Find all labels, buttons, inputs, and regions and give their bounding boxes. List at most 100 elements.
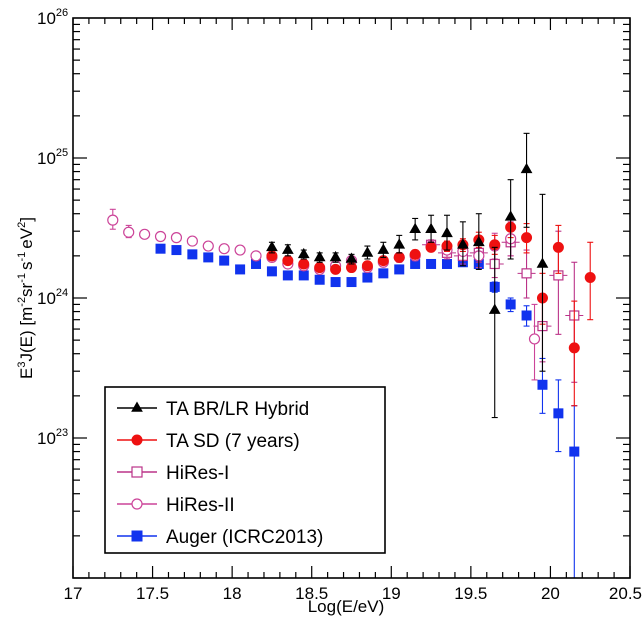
data-point — [107, 214, 119, 226]
legend-label: HiRes-II — [166, 495, 235, 516]
data-point — [409, 248, 421, 260]
data-point — [314, 274, 325, 285]
data-point — [472, 235, 485, 247]
data-point — [281, 243, 294, 254]
data-point — [170, 232, 183, 244]
data-point — [219, 255, 230, 266]
data-point — [313, 250, 326, 262]
legend-label: Auger (ICRC2013) — [166, 527, 323, 548]
data-point — [282, 255, 294, 267]
data-point — [330, 263, 342, 275]
x-tick-label: 18 — [223, 584, 242, 603]
data-point — [441, 226, 453, 238]
data-point — [409, 222, 422, 234]
legend-label: TA SD (7 years) — [166, 431, 300, 452]
y-tick-label: 1025 — [37, 147, 68, 168]
data-point — [218, 243, 230, 255]
x-tick-label: 18.5 — [295, 584, 328, 603]
legend-marker — [131, 434, 143, 446]
legend-item: HiRes-I — [117, 463, 229, 484]
legend-marker — [131, 498, 143, 510]
legend-marker — [131, 401, 143, 412]
data-point — [297, 247, 310, 259]
data-point — [154, 230, 167, 243]
data-point — [330, 277, 341, 288]
data-point — [521, 232, 533, 244]
data-point — [314, 262, 326, 274]
data-point — [505, 299, 516, 310]
data-point — [298, 270, 309, 281]
data-point — [266, 266, 277, 277]
data-point — [362, 272, 373, 283]
y-tick-label: 1024 — [37, 287, 68, 308]
data-point — [393, 251, 405, 263]
data-point — [552, 241, 564, 253]
data-point — [346, 277, 357, 288]
data-point — [329, 250, 342, 262]
data-point — [171, 245, 182, 256]
y-tick-label: 1023 — [37, 427, 68, 448]
data-point — [521, 310, 532, 321]
data-point — [537, 379, 548, 390]
legend-item: Auger (ICRC2013) — [117, 527, 323, 548]
x-tick-labels: 17 17.5 18 18.5 19 19.5 20 20.5 — [64, 584, 642, 603]
x-tick-label: 19 — [382, 584, 401, 603]
legend-marker — [131, 466, 143, 478]
x-tick-label: 20.5 — [609, 584, 642, 603]
data-point — [521, 268, 532, 279]
data-point — [441, 258, 452, 269]
data-point — [298, 258, 310, 270]
data-point — [425, 222, 437, 234]
legend-item: TA BR/LR Hybrid — [117, 399, 309, 420]
x-tick-label: 17 — [64, 584, 83, 603]
series-ta-br-lr-hybrid — [266, 132, 549, 419]
data-point — [426, 258, 437, 269]
x-tick-label: 17.5 — [136, 584, 169, 603]
legend-item: HiRes-II — [117, 495, 235, 516]
data-point — [536, 257, 549, 268]
data-point — [187, 249, 198, 260]
data-point — [569, 446, 580, 457]
data-point — [266, 240, 278, 252]
legend-label: HiRes-I — [166, 463, 229, 484]
data-point — [394, 264, 405, 275]
data-point — [504, 210, 517, 221]
data-point — [488, 303, 501, 314]
y-tick-label: 1026 — [37, 7, 68, 28]
data-point — [345, 252, 358, 263]
data-point — [584, 272, 596, 284]
legend-box — [104, 386, 386, 554]
data-point — [457, 238, 469, 249]
data-point — [378, 268, 389, 279]
data-point — [139, 228, 151, 240]
data-point — [528, 333, 541, 345]
data-point — [520, 162, 533, 174]
data-point — [202, 240, 214, 252]
y-axis-title: E3J(E) [m-2sr-1s-1eV2] — [16, 217, 36, 379]
legend-marker — [131, 530, 143, 542]
legend-label: TA BR/LR Hybrid — [166, 399, 309, 420]
legend: TA BR/LR Hybrid TA SD (7 years) HiRes-I HiR… — [104, 386, 386, 554]
x-axis-title: Log(E/eV) — [308, 597, 385, 616]
data-point — [203, 252, 214, 263]
data-point — [393, 238, 406, 249]
axis-ticks — [72, 18, 631, 579]
data-point — [234, 244, 246, 256]
data-point — [155, 243, 166, 254]
data-point — [235, 264, 246, 275]
data-point — [425, 241, 437, 253]
data-point — [250, 250, 262, 262]
y-tick-labels: 1023 1024 1025 1026 — [37, 7, 68, 448]
data-point — [568, 342, 580, 354]
x-tick-label: 20 — [541, 584, 560, 603]
data-point — [377, 243, 390, 254]
legend-item: TA SD (7 years) — [117, 431, 300, 452]
data-point — [553, 408, 564, 419]
x-tick-label: 19.5 — [454, 584, 487, 603]
data-point — [361, 260, 373, 272]
data-point — [282, 270, 293, 281]
data-point — [123, 226, 135, 238]
series-ta-sd-7-years- — [266, 216, 596, 407]
data-point — [186, 235, 198, 247]
